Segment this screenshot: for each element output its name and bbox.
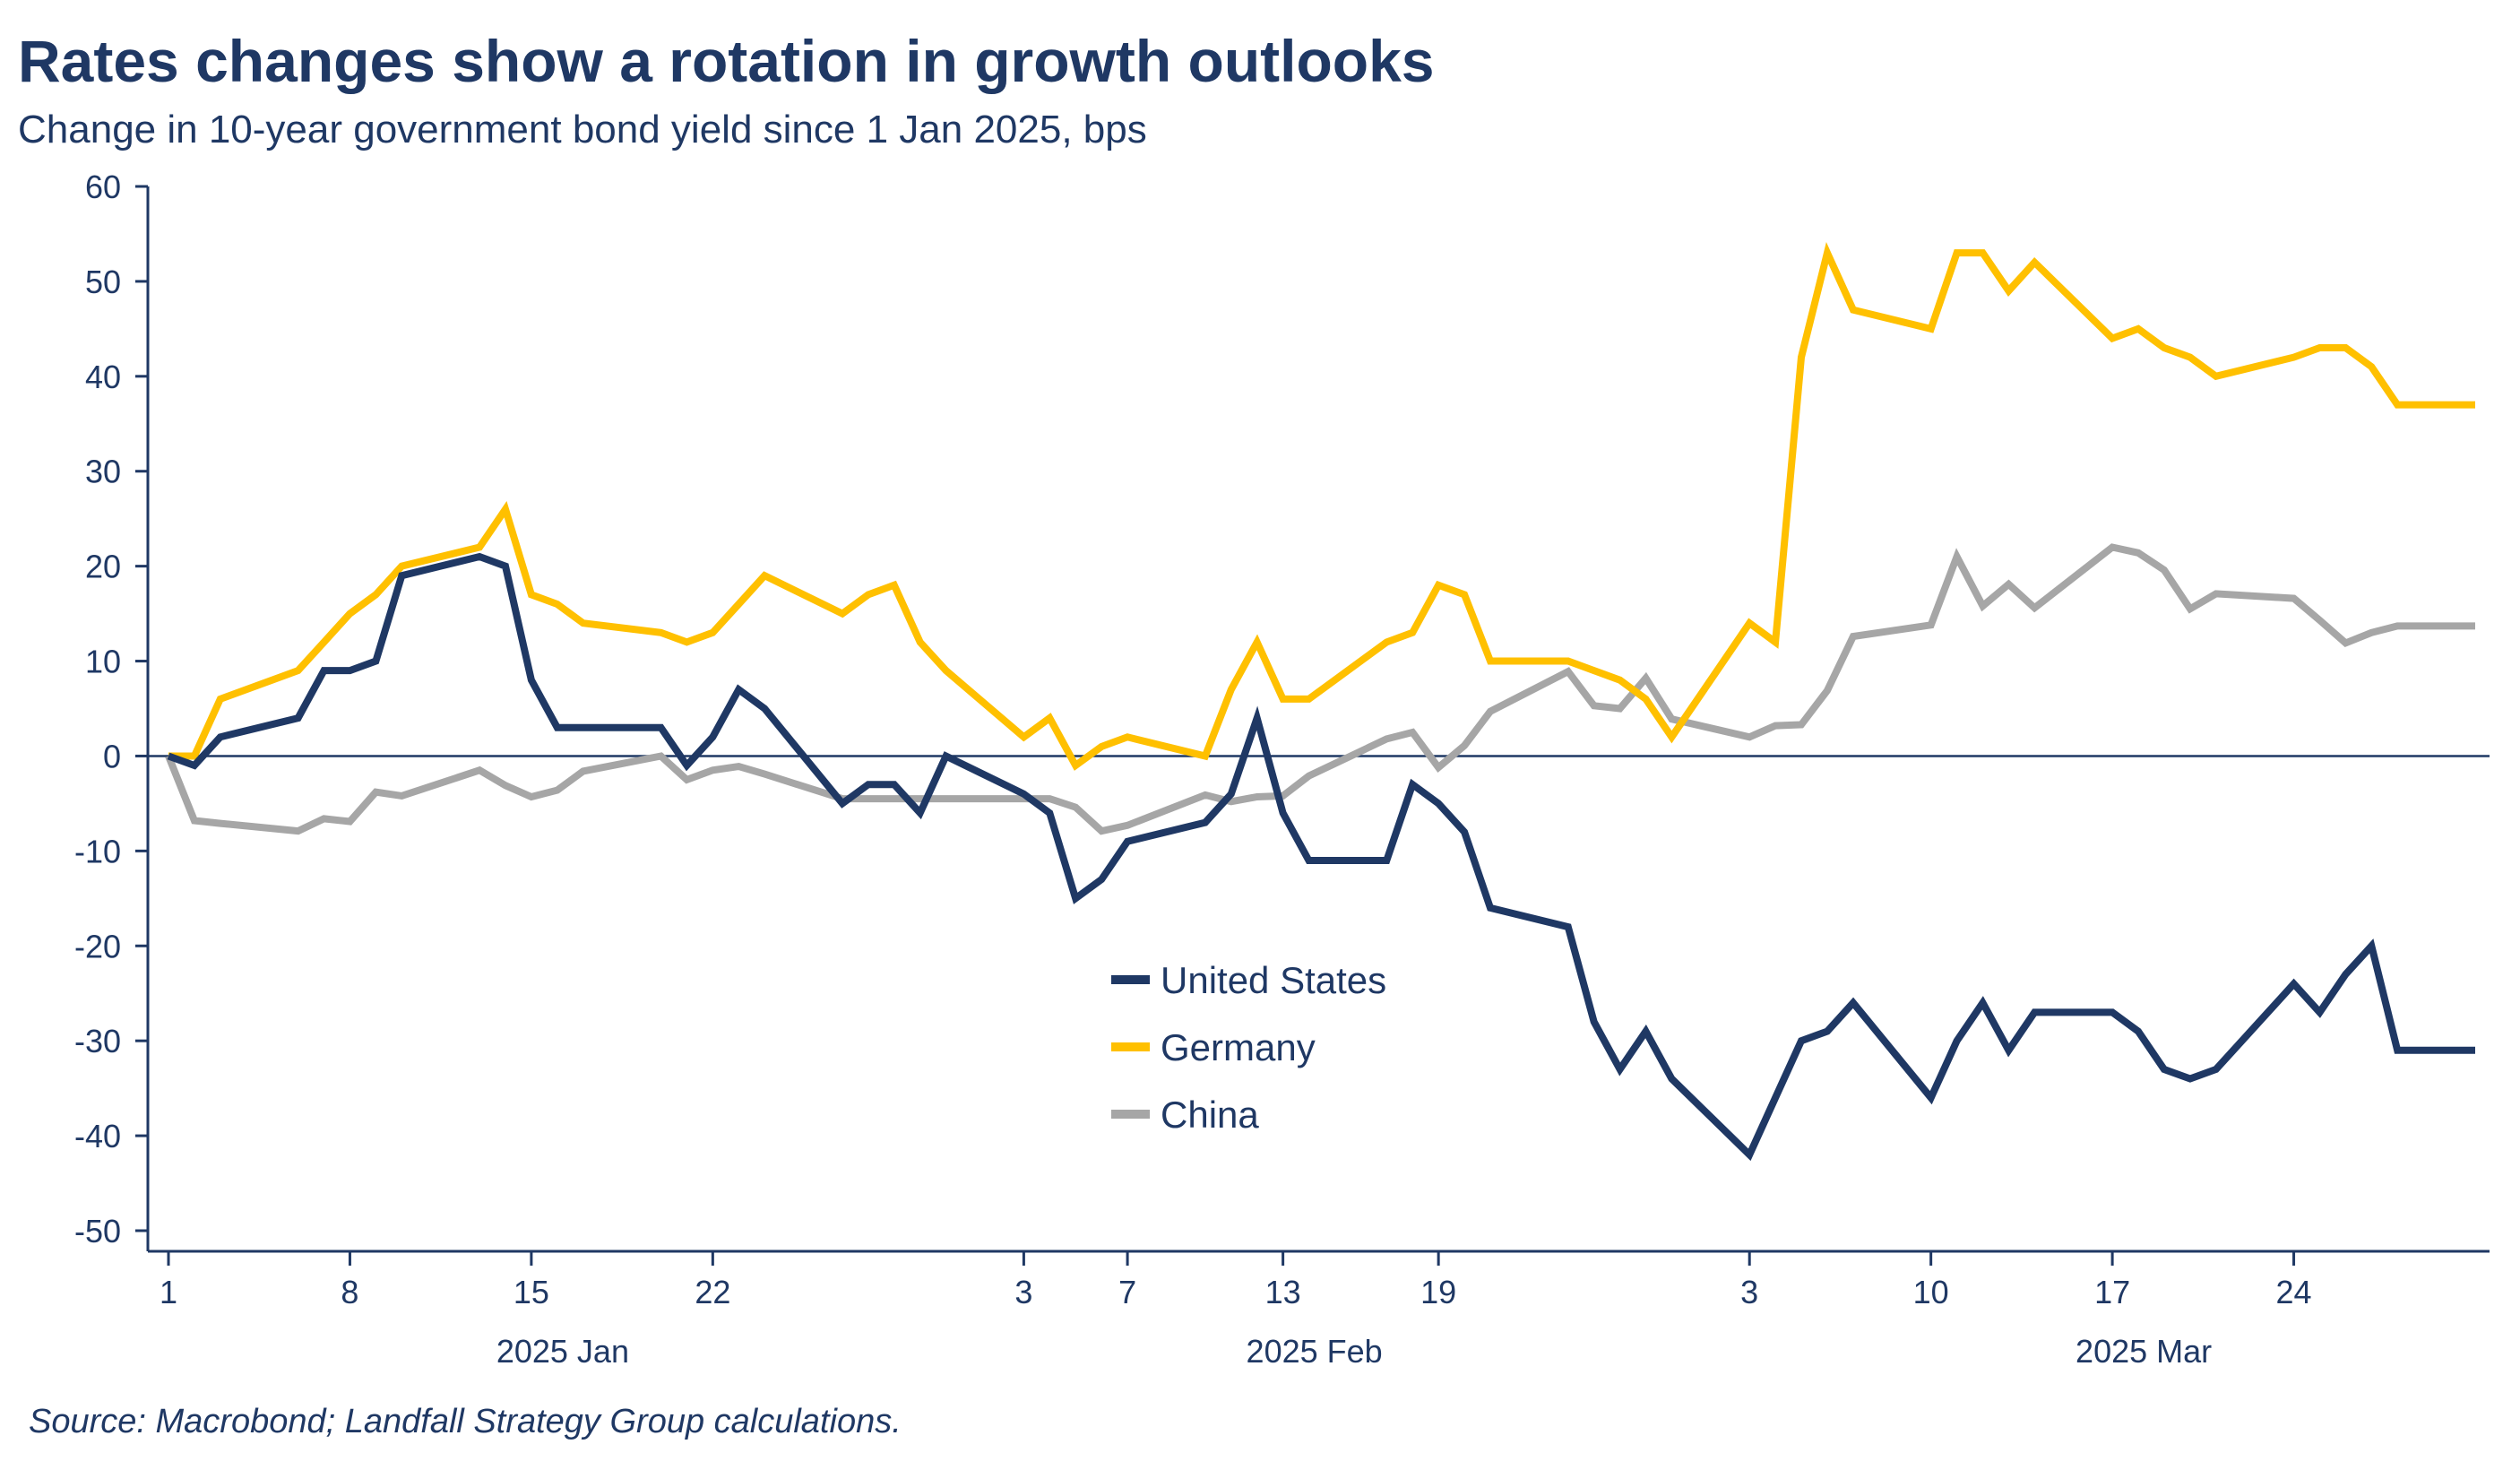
x-tick-label: 19 bbox=[1420, 1274, 1456, 1310]
y-tick-label: 10 bbox=[85, 644, 121, 680]
y-tick-label: 30 bbox=[85, 454, 121, 490]
y-tick-label: -20 bbox=[74, 928, 121, 964]
y-tick-label: -10 bbox=[74, 833, 121, 869]
series-line-china bbox=[165, 543, 2475, 835]
y-tick-label: 50 bbox=[85, 264, 121, 300]
x-month-label: 2025 Feb bbox=[1247, 1333, 1383, 1370]
y-tick-label: 20 bbox=[85, 549, 121, 585]
x-tick-label: 22 bbox=[695, 1274, 730, 1310]
legend-label: China bbox=[1161, 1094, 1259, 1136]
legend-item-germany: Germany bbox=[1111, 1026, 1316, 1068]
series-line-germany bbox=[168, 241, 2475, 771]
y-tick-label: 40 bbox=[85, 359, 121, 395]
x-tick-label: 7 bbox=[1118, 1274, 1136, 1310]
y-tick-label: -50 bbox=[74, 1213, 121, 1250]
legend-item-united-states: United States bbox=[1111, 959, 1386, 1001]
x-tick-label: 10 bbox=[1913, 1274, 1949, 1310]
x-tick-label: 13 bbox=[1265, 1274, 1301, 1310]
series-line-united-states bbox=[167, 552, 2475, 1162]
x-tick-label: 17 bbox=[2094, 1274, 2130, 1310]
chart-title: Rates changes show a rotation in growth … bbox=[18, 28, 1435, 94]
x-month-label: 2025 Jan bbox=[496, 1333, 629, 1370]
x-tick-label: 15 bbox=[513, 1274, 549, 1310]
y-tick-label: 60 bbox=[85, 169, 121, 205]
legend-item-china: China bbox=[1111, 1094, 1259, 1136]
y-tick-label: -30 bbox=[74, 1023, 121, 1059]
series-lines bbox=[165, 241, 2475, 1162]
x-tick-label: 1 bbox=[160, 1274, 177, 1310]
legend-label: United States bbox=[1161, 959, 1386, 1001]
x-tick-label: 8 bbox=[341, 1274, 358, 1310]
legend-label: Germany bbox=[1161, 1026, 1316, 1068]
y-tick-label: -40 bbox=[74, 1118, 121, 1154]
axes: 60 50 40 30 20 10 0 -10 -20 -30 -40 -50 1 8 15 22 3 7 13 19… bbox=[74, 169, 2490, 1370]
x-tick-label: 3 bbox=[1740, 1274, 1758, 1310]
y-tick-label: 0 bbox=[103, 738, 121, 774]
source-note: Source: Macrobond; Landfall Strategy Gro… bbox=[29, 1403, 902, 1440]
legend: United States Germany China bbox=[1111, 959, 1386, 1136]
x-month-label: 2025 Mar bbox=[2076, 1333, 2212, 1370]
chart-subtitle: Change in 10-year government bond yield … bbox=[18, 108, 1147, 151]
x-tick-label: 3 bbox=[1014, 1274, 1032, 1310]
x-tick-label: 24 bbox=[2276, 1274, 2312, 1310]
